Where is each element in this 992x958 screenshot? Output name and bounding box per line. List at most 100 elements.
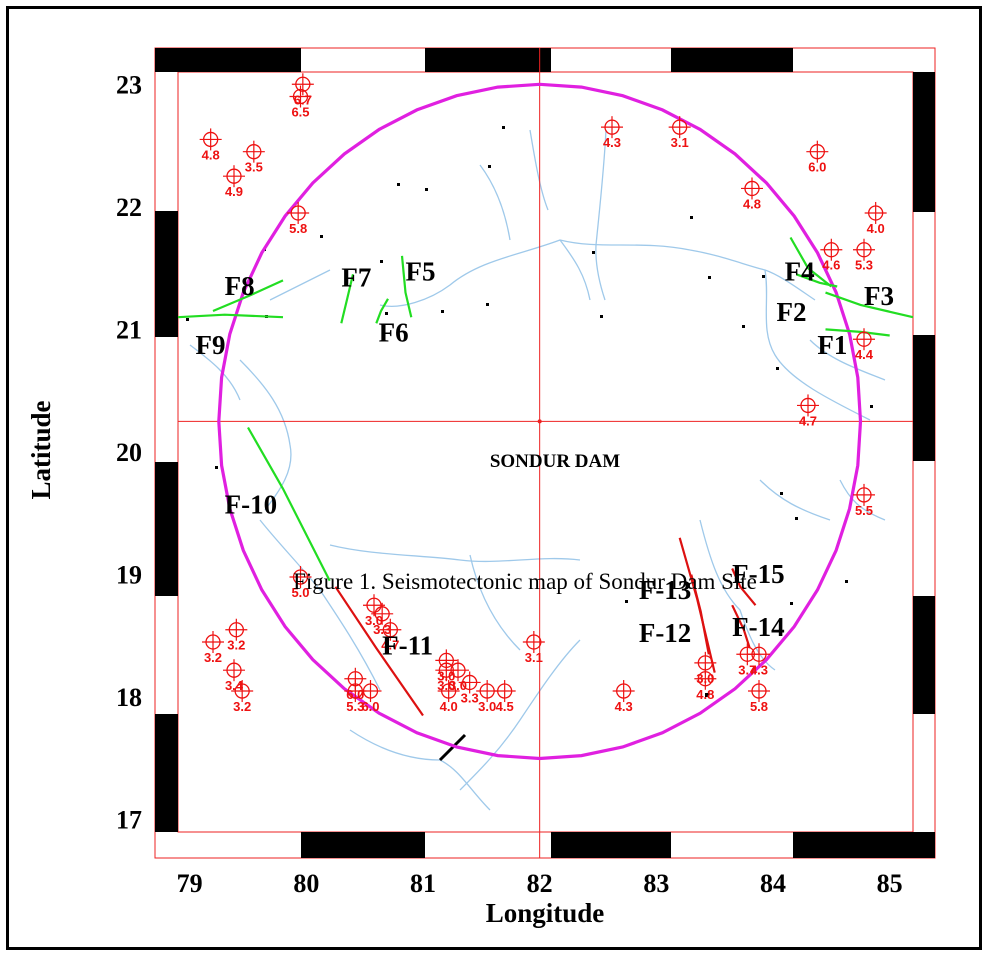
epicenter-marker: 3.4	[223, 659, 245, 693]
y-tick-label: 21	[116, 315, 142, 344]
epicenters-layer: 6.76.54.83.54.95.84.3 3.16.04.84.04.6 5.34…	[199, 73, 887, 714]
epicenter-magnitude: 3.2	[227, 638, 245, 653]
epicenter-magnitude: 3.1	[525, 650, 543, 665]
scale-bar-segment	[671, 48, 793, 72]
y-tick-label: 22	[116, 193, 142, 222]
figure-caption: Figure 1. Seismotectonic map of Sondur D…	[293, 569, 757, 594]
epicenter-marker: 6.0	[806, 140, 829, 175]
epicenter-magnitude: 3.4	[225, 678, 244, 693]
epicenter-magnitude: 4.5	[496, 699, 514, 714]
x-axis-title: Longitude	[486, 898, 605, 928]
epicenter-marker: 4.0	[864, 201, 887, 236]
epicenter-magnitude: 3.0	[478, 699, 496, 714]
epicenter-marker: 4.8	[199, 128, 222, 162]
epicenter-marker: 4.8	[694, 667, 717, 702]
epicenter-marker: 4.3	[612, 680, 635, 714]
fault-line-f4	[795, 273, 838, 288]
epicenter-marker: 3.1	[668, 116, 691, 150]
epicenter-magnitude: 5.0	[291, 585, 309, 600]
fault-label: F-15	[732, 559, 784, 589]
epicenter-marker: 6.0	[359, 680, 382, 714]
x-tick-label: 84	[760, 869, 786, 898]
fault-label: F3	[864, 281, 894, 311]
epicenter-magnitude: 3.0	[365, 613, 383, 628]
map-background	[154, 47, 936, 859]
epicenter-magnitude: 3.1	[671, 135, 689, 150]
epicenter-magnitude: 6.0	[808, 160, 826, 175]
epicenter-marker: 5.0	[289, 566, 312, 600]
epicenter-marker: 4.4	[853, 328, 875, 362]
epicenter-magnitude: 3.3	[461, 690, 479, 705]
fault-label: F-14	[732, 612, 784, 642]
epicenter-marker: 4.3	[748, 643, 770, 677]
epicenter-marker: 3.2	[202, 631, 224, 665]
map-grid	[178, 48, 913, 858]
epicenter-magnitude: 3.5	[245, 160, 263, 175]
epicenter-marker: 3.2	[231, 680, 254, 714]
epicenter-magnitude: 4.8	[202, 147, 220, 162]
fault-line-f2	[789, 236, 832, 288]
faults-layer	[177, 236, 914, 717]
epicenter-marker: 5.3	[853, 238, 875, 273]
fault-line-f-11	[334, 586, 424, 717]
epicenter-marker: 3.1	[522, 631, 545, 665]
fault-label: F-12	[639, 618, 691, 648]
epicenter-magnitude: 5.3	[346, 699, 364, 714]
fault-label: F9	[196, 330, 226, 360]
epicenter-magnitude: 4.7	[799, 413, 817, 428]
fault-line-f1	[825, 328, 890, 337]
epicenter-magnitude: 5.3	[855, 258, 873, 273]
y-axis-title: Latitude	[26, 400, 56, 499]
epicenter-magnitude: 3.2	[233, 699, 251, 714]
epicenter-magnitude: 6.0	[361, 699, 379, 714]
epicenter-magnitude: 4.9	[225, 184, 243, 199]
fault-label: F4	[785, 256, 815, 286]
epicenter-magnitude: 4.4	[855, 347, 874, 362]
epicenter-magnitude: 6.5	[291, 105, 309, 120]
scale-bar-segment	[301, 832, 425, 858]
epicenter-marker: 4.6	[820, 238, 843, 273]
epicenter-marker: 5.8	[287, 201, 310, 236]
epicenter-marker: 5.8	[748, 680, 770, 714]
x-tick-label: 83	[643, 869, 669, 898]
fault-label: F2	[777, 297, 807, 327]
fault-line-f-13	[690, 574, 710, 655]
fault-line-f9	[177, 313, 284, 319]
epicenter-marker: 3.0	[363, 594, 385, 628]
scale-bar-segment	[913, 72, 935, 212]
scale-bar-segment	[913, 596, 935, 714]
fault-line-f-14	[731, 604, 751, 649]
fault-line-f8	[212, 279, 284, 313]
scale-bar-segment	[793, 832, 935, 858]
fault-line-f-10	[247, 426, 331, 582]
epicenter-marker: 4.7	[379, 618, 402, 653]
scale-bar-segment	[155, 714, 178, 832]
y-tick-label: 18	[116, 683, 142, 712]
fault-label: F-10	[225, 489, 277, 519]
scale-bar-segment	[155, 211, 178, 337]
epicenter-magnitude: 4.0	[867, 221, 885, 236]
epicenter-magnitude: 3.7	[738, 662, 756, 677]
y-tick-label: 20	[116, 438, 142, 467]
road-segment	[438, 733, 467, 762]
radius-circle	[217, 82, 863, 761]
x-tick-label: 80	[293, 869, 319, 898]
scale-bar-segment	[551, 832, 671, 858]
fault-line-f-15	[731, 568, 757, 606]
epicenter-marker: 5.5	[853, 483, 875, 518]
y-tick-label: 17	[116, 806, 142, 835]
epicenter-magnitude: 4.3	[603, 135, 621, 150]
influence-circle	[217, 82, 863, 761]
fault-label: F-11	[382, 630, 433, 660]
scale-bar-segment	[155, 48, 301, 72]
epicenter-magnitude: 4.6	[822, 258, 840, 273]
fault-label: F5	[406, 256, 436, 286]
fault-line-f5	[400, 255, 413, 318]
river-network	[189, 129, 886, 811]
epicenter-magnitude: 4.3	[615, 699, 633, 714]
scale-bar-segment	[425, 48, 551, 72]
epicenter-marker: 4.5	[493, 680, 516, 714]
fault-labels-layer: F1 F2 F3 F4 F5 F6 F7 F8 F9 F-10 F-11 F-12 F-13 F-14 F-…	[196, 256, 895, 660]
y-tick-label: 19	[116, 561, 142, 590]
epicenter-marker: 4.7	[797, 394, 819, 428]
